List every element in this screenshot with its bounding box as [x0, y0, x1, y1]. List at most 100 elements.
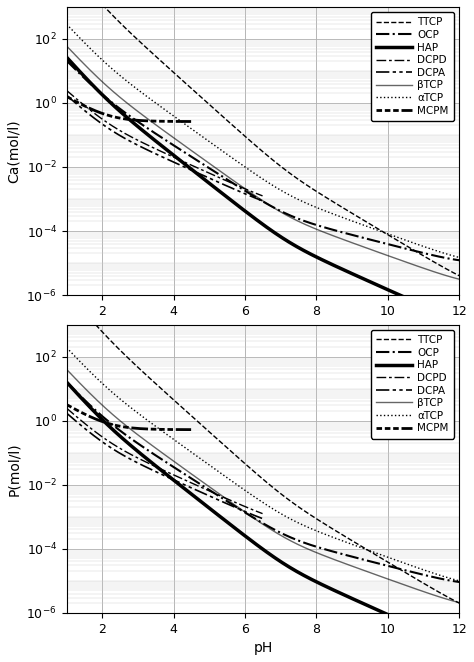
Line: DCPA: DCPA — [66, 95, 263, 201]
OCP — [295, 214, 301, 222]
TTCP — [64, 287, 69, 295]
DCPA — [133, 140, 139, 148]
TTCP — [456, 271, 462, 279]
Line: βTCP: βTCP — [66, 46, 459, 279]
Line: HAP: HAP — [66, 57, 459, 320]
HAP — [241, 207, 247, 214]
MCPM — [164, 426, 170, 434]
HAP — [241, 532, 247, 540]
HAP — [359, 274, 365, 282]
DCPA — [241, 189, 247, 197]
βTCP — [456, 598, 462, 606]
HAP — [456, 316, 462, 324]
HAP — [64, 53, 69, 61]
HAP — [326, 584, 332, 592]
HAP — [295, 568, 301, 576]
αTCP — [64, 21, 69, 28]
Line: βTCP: βTCP — [66, 369, 459, 602]
βTCP — [64, 42, 69, 50]
Line: OCP: OCP — [66, 61, 459, 260]
OCP — [241, 186, 247, 194]
Line: DCPD: DCPD — [66, 91, 263, 196]
Line: αTCP: αTCP — [66, 348, 459, 581]
αTCP — [241, 486, 247, 494]
TTCP — [359, 215, 365, 223]
OCP — [456, 578, 462, 586]
Line: OCP: OCP — [66, 383, 459, 582]
DCPD — [241, 502, 247, 510]
HAP — [326, 259, 332, 267]
αTCP — [241, 162, 247, 170]
Legend: TTCP, OCP, HAP, DCPD, DCPA, βTCP, αTCP, MCPM: TTCP, OCP, HAP, DCPD, DCPA, βTCP, αTCP, … — [371, 12, 454, 120]
αTCP — [295, 519, 301, 527]
Y-axis label: P(mol/l): P(mol/l) — [7, 442, 21, 496]
DCPD — [64, 404, 69, 412]
OCP — [64, 57, 69, 65]
HAP — [295, 244, 301, 252]
DCPA — [164, 156, 170, 164]
βTCP — [133, 106, 139, 114]
βTCP — [295, 217, 301, 225]
βTCP — [326, 230, 332, 238]
MCPM — [64, 401, 69, 408]
TTCP — [326, 195, 332, 203]
OCP — [241, 508, 247, 516]
Line: MCPM: MCPM — [66, 97, 191, 122]
DCPA — [164, 473, 170, 481]
βTCP — [241, 508, 247, 516]
OCP — [456, 256, 462, 264]
TTCP — [326, 522, 332, 530]
αTCP — [456, 577, 462, 585]
TTCP — [133, 34, 139, 42]
TTCP — [456, 599, 462, 607]
OCP — [133, 438, 139, 446]
DCPD — [164, 468, 170, 476]
TTCP — [241, 132, 247, 140]
αTCP — [359, 544, 365, 552]
MCPM — [64, 93, 69, 101]
αTCP — [326, 209, 332, 216]
Line: DCPD: DCPD — [66, 408, 263, 514]
βTCP — [295, 540, 301, 548]
HAP — [164, 471, 170, 479]
DCPD — [164, 150, 170, 158]
βTCP — [241, 184, 247, 192]
HAP — [64, 378, 69, 386]
MCPM — [133, 424, 139, 432]
DCPD — [64, 87, 69, 95]
DCPD — [241, 185, 247, 193]
αTCP — [164, 108, 170, 116]
Line: DCPA: DCPA — [66, 413, 263, 518]
βTCP — [133, 430, 139, 438]
X-axis label: pH: pH — [253, 641, 273, 655]
DCPD — [133, 136, 139, 144]
βTCP — [359, 566, 365, 574]
OCP — [64, 379, 69, 387]
βTCP — [326, 553, 332, 561]
βTCP — [64, 365, 69, 373]
DCPD — [133, 453, 139, 461]
βTCP — [359, 242, 365, 250]
αTCP — [456, 254, 462, 261]
HAP — [164, 146, 170, 154]
HAP — [359, 599, 365, 607]
αTCP — [295, 195, 301, 203]
OCP — [164, 459, 170, 467]
TTCP — [295, 502, 301, 510]
βTCP — [456, 275, 462, 283]
DCPA — [64, 91, 69, 99]
OCP — [359, 555, 365, 563]
TTCP — [133, 361, 139, 369]
Line: TTCP: TTCP — [66, 291, 459, 603]
MCPM — [164, 117, 170, 125]
OCP — [295, 536, 301, 544]
HAP — [456, 641, 462, 649]
TTCP — [164, 391, 170, 399]
OCP — [133, 117, 139, 124]
HAP — [133, 121, 139, 129]
DCPA — [133, 458, 139, 466]
Line: MCPM: MCPM — [66, 404, 191, 430]
αTCP — [133, 408, 139, 416]
OCP — [326, 546, 332, 554]
Line: TTCP: TTCP — [66, 0, 459, 275]
